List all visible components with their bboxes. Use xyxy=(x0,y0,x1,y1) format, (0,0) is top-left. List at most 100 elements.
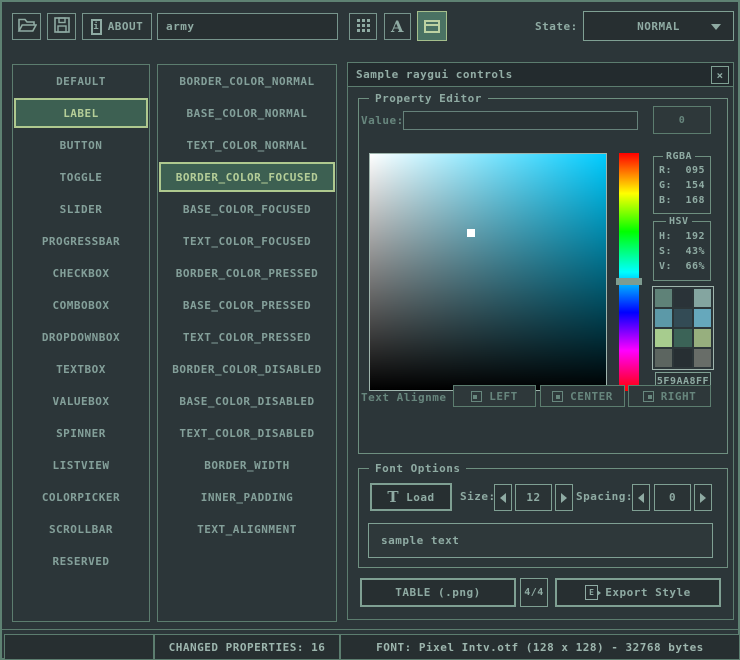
swatch-text-disabled[interactable] xyxy=(693,349,711,367)
align-right-button[interactable]: RIGHT xyxy=(628,385,711,407)
font-a-icon: A xyxy=(391,17,404,36)
property-item-base-color-focused[interactable]: BASE_COLOR_FOCUSED xyxy=(182,202,312,216)
swatch-text-normal[interactable] xyxy=(693,289,711,307)
value-apply-button[interactable]: 0 xyxy=(653,106,711,134)
property-item-border-color-focused[interactable]: BORDER_COLOR_FOCUSED xyxy=(159,162,335,192)
blue-value: 168 xyxy=(685,195,705,206)
open-style-button[interactable] xyxy=(12,13,41,40)
property-item-border-color-normal[interactable]: BORDER_COLOR_NORMAL xyxy=(179,74,315,88)
font-size-value: 12 xyxy=(526,491,541,504)
control-item-spinner[interactable]: SPINNER xyxy=(56,426,106,440)
saturation-label: S: xyxy=(659,246,673,257)
control-item-combobox[interactable]: COMBOBOX xyxy=(52,298,110,312)
align-right-icon xyxy=(642,390,654,402)
close-button[interactable]: × xyxy=(711,66,729,84)
sample-window-title: Sample raygui controls xyxy=(356,68,513,81)
state-dropdown-value: NORMAL xyxy=(637,19,680,33)
control-item-valuebox[interactable]: VALUEBOX xyxy=(52,394,110,408)
font-spacing-decrease-button[interactable] xyxy=(632,484,650,511)
close-icon: × xyxy=(716,68,724,82)
hsv-hue-row: H: 192 xyxy=(654,229,710,244)
property-item-base-color-pressed[interactable]: BASE_COLOR_PRESSED xyxy=(182,298,312,312)
swatch-text-focused[interactable] xyxy=(693,309,711,327)
control-item-slider[interactable]: SLIDER xyxy=(59,202,103,216)
swatch-base-normal[interactable] xyxy=(674,289,692,307)
control-item-toggle[interactable]: TOGGLE xyxy=(59,170,103,184)
swatch-border-disabled[interactable] xyxy=(655,349,673,367)
style-table-view-button[interactable] xyxy=(349,13,377,40)
about-button[interactable]: i ABOUT xyxy=(82,13,152,40)
color-picker-cursor[interactable] xyxy=(467,229,475,237)
state-dropdown[interactable]: NORMAL xyxy=(583,11,734,41)
align-left-label: LEFT xyxy=(489,389,518,403)
control-item-textbox[interactable]: TEXTBOX xyxy=(56,362,106,376)
swatch-base-pressed[interactable] xyxy=(674,329,692,347)
property-item-base-color-normal[interactable]: BASE_COLOR_NORMAL xyxy=(186,106,308,120)
control-item-dropdownbox[interactable]: DROPDOWNBOX xyxy=(41,330,121,344)
swatch-text-pressed[interactable] xyxy=(693,329,711,347)
property-item-text-color-normal[interactable]: TEXT_COLOR_NORMAL xyxy=(186,138,308,152)
swatch-base-disabled[interactable] xyxy=(674,349,692,367)
control-item-listview[interactable]: LISTVIEW xyxy=(52,458,110,472)
hsv-saturation-row: S: 43% xyxy=(654,244,710,259)
font-spacing-valuebox[interactable]: 0 xyxy=(654,484,691,511)
control-item-reserved[interactable]: RESERVED xyxy=(52,554,110,568)
save-style-button[interactable] xyxy=(47,13,76,40)
style-color-palette xyxy=(652,286,714,370)
align-left-button[interactable]: LEFT xyxy=(453,385,536,407)
font-view-button[interactable]: A xyxy=(384,13,411,40)
swatch-border-pressed[interactable] xyxy=(655,329,673,347)
export-table-format-label: TABLE (.png) xyxy=(395,586,481,599)
align-center-button[interactable]: CENTER xyxy=(540,385,625,407)
rgba-group: RGBA R: 095 G: 154 B: 168 xyxy=(653,149,711,214)
control-item-button[interactable]: BUTTON xyxy=(59,138,103,152)
hsv-value-row: V: 66% xyxy=(654,259,710,274)
property-item-border-color-disabled[interactable]: BORDER_COLOR_DISABLED xyxy=(172,362,322,376)
sample-text-value: sample text xyxy=(381,534,460,547)
font-size-valuebox[interactable]: 12 xyxy=(515,484,552,511)
font-load-button[interactable]: T Load xyxy=(370,483,452,511)
control-item-label[interactable]: LABEL xyxy=(14,98,148,128)
controls-view-button[interactable] xyxy=(417,11,447,41)
font-options-group-label: Font Options xyxy=(369,461,467,476)
hue-value: 192 xyxy=(685,231,705,242)
swatch-border-focused[interactable] xyxy=(655,309,673,327)
export-style-label: Export Style xyxy=(605,586,691,599)
align-right-label: RIGHT xyxy=(660,389,697,403)
font-size-label: Size: xyxy=(460,490,496,503)
control-item-progressbar[interactable]: PROGRESSBAR xyxy=(41,234,121,248)
export-pages-box[interactable]: 4/4 xyxy=(520,578,548,607)
property-item-border-width[interactable]: BORDER_WIDTH xyxy=(204,458,290,472)
font-spacing-increase-button[interactable] xyxy=(694,484,712,511)
arrow-left-icon xyxy=(638,492,644,503)
export-table-format-button[interactable]: TABLE (.png) xyxy=(360,578,516,607)
property-item-text-color-focused[interactable]: TEXT_COLOR_FOCUSED xyxy=(182,234,312,248)
hue-slider-handle[interactable] xyxy=(616,278,642,285)
font-size-decrease-button[interactable] xyxy=(494,484,512,511)
swatch-base-focused[interactable] xyxy=(674,309,692,327)
properties-list-panel: BORDER_COLOR_NORMAL BASE_COLOR_NORMAL TE… xyxy=(157,64,337,622)
control-item-colorpicker[interactable]: COLORPICKER xyxy=(41,490,121,504)
window-icon xyxy=(424,19,440,33)
control-item-default[interactable]: DEFAULT xyxy=(56,74,106,88)
export-style-button[interactable]: E Export Style xyxy=(555,578,721,607)
control-item-scrollbar[interactable]: SCROLLBAR xyxy=(48,522,114,536)
style-name-input[interactable] xyxy=(157,13,338,40)
property-item-text-color-disabled[interactable]: TEXT_COLOR_DISABLED xyxy=(179,426,315,440)
property-item-base-color-disabled[interactable]: BASE_COLOR_DISABLED xyxy=(179,394,315,408)
color-picker-sv-panel[interactable] xyxy=(369,153,607,391)
control-item-checkbox[interactable]: CHECKBOX xyxy=(52,266,110,280)
property-item-text-color-pressed[interactable]: TEXT_COLOR_PRESSED xyxy=(182,330,312,344)
value-input[interactable] xyxy=(403,111,638,130)
arrow-left-icon xyxy=(500,492,506,503)
font-size-increase-button[interactable] xyxy=(555,484,573,511)
hue-bar[interactable] xyxy=(619,153,639,391)
saturation-value: 43% xyxy=(685,246,705,257)
font-options-group: Font Options xyxy=(358,461,728,568)
property-item-inner-padding[interactable]: INNER_PADDING xyxy=(200,490,294,504)
property-item-text-alignment[interactable]: TEXT_ALIGNMENT xyxy=(197,522,297,536)
sample-text-input[interactable]: sample text xyxy=(368,523,713,558)
sample-window-titlebar[interactable]: Sample raygui controls xyxy=(348,63,733,87)
swatch-border-normal[interactable] xyxy=(655,289,673,307)
property-item-border-color-pressed[interactable]: BORDER_COLOR_PRESSED xyxy=(175,266,319,280)
